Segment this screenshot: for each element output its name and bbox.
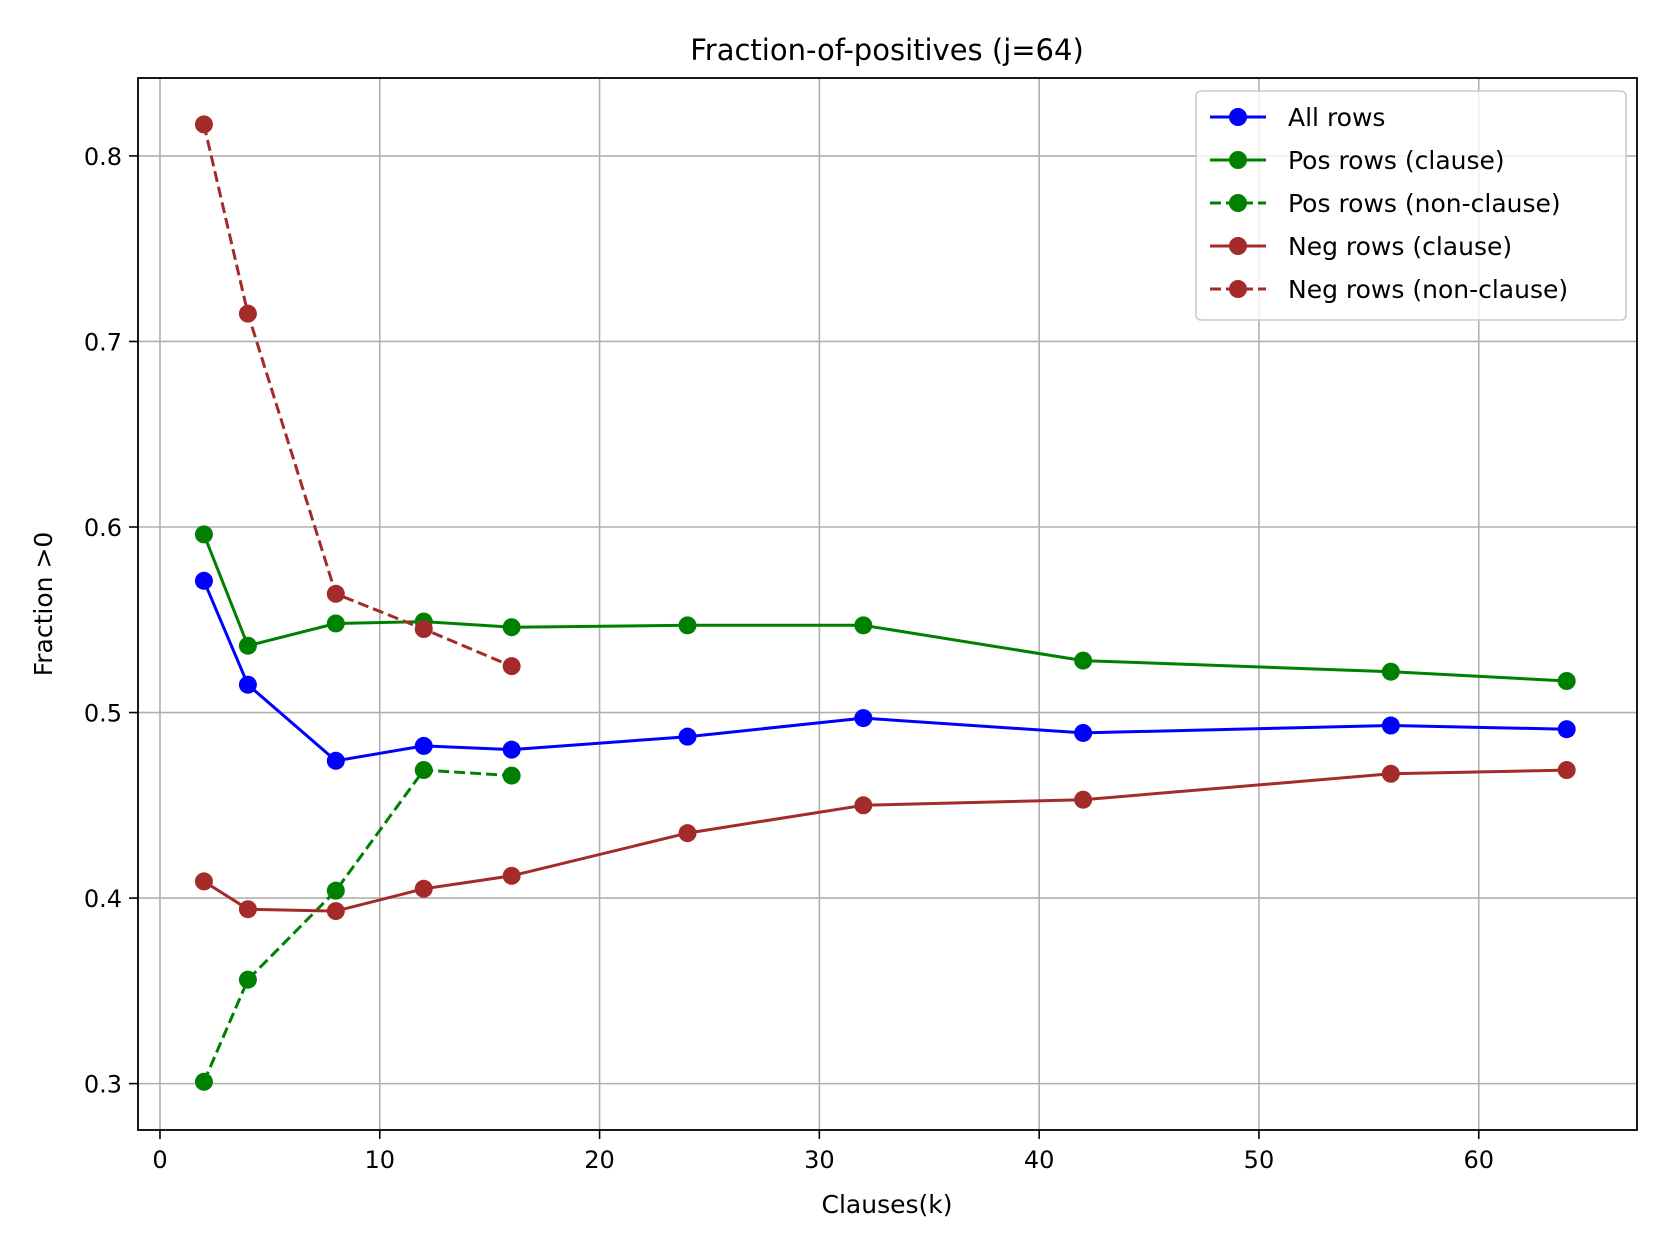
series-line xyxy=(202,580,1567,763)
data-point xyxy=(194,571,213,590)
data-point xyxy=(678,824,697,843)
data-point xyxy=(1557,761,1576,780)
legend-entry: Pos rows (clause) xyxy=(1210,146,1505,175)
y-tick-label: 0.4 xyxy=(84,885,122,913)
chart-title: Fraction-of-positives (j=64) xyxy=(690,33,1084,67)
y-axis-label: Fraction >0 xyxy=(29,532,58,677)
x-axis-label: Clauses(k) xyxy=(822,1190,953,1219)
plot-frame xyxy=(137,77,1638,1131)
data-point xyxy=(194,525,213,544)
data-point xyxy=(326,614,345,633)
data-point xyxy=(238,970,257,989)
data-point xyxy=(194,1072,213,1091)
series-line xyxy=(202,533,1567,683)
data-point xyxy=(194,872,213,891)
y-tick-label: 0.8 xyxy=(84,143,122,171)
data-point xyxy=(678,616,697,635)
data-point xyxy=(678,727,697,746)
axis-ticks: 0 10 20 30 40 50 60 0.3 0.4 0.5 0.6 0.7 0.8 xyxy=(84,143,1494,1174)
data-point xyxy=(194,115,213,134)
data-series xyxy=(194,115,1576,1091)
legend-entry: All rows xyxy=(1210,103,1385,132)
legend-label: Neg rows (non-clause) xyxy=(1288,275,1568,304)
legend-marker xyxy=(1229,194,1247,212)
data-point xyxy=(414,879,433,898)
series-line xyxy=(203,768,1567,913)
data-point xyxy=(326,881,345,900)
data-point xyxy=(502,740,521,759)
x-tick-label: 60 xyxy=(1463,1146,1494,1174)
x-tick-label: 30 xyxy=(804,1146,835,1174)
data-point xyxy=(238,636,257,655)
data-point xyxy=(1557,671,1576,690)
data-point xyxy=(502,866,521,885)
legend-entry: Neg rows (non-clause) xyxy=(1210,275,1568,304)
data-point xyxy=(238,304,257,323)
y-tick-label: 0.6 xyxy=(84,514,122,542)
data-point xyxy=(1074,723,1093,742)
data-point xyxy=(502,657,521,676)
x-tick-label: 0 xyxy=(152,1146,167,1174)
legend-box xyxy=(1195,90,1627,321)
data-point xyxy=(1381,764,1400,783)
legend-marker xyxy=(1229,280,1247,298)
data-point xyxy=(326,584,345,603)
y-tick-label: 0.7 xyxy=(84,328,122,356)
x-tick-label: 10 xyxy=(365,1146,396,1174)
series-4 xyxy=(194,761,1576,921)
series-5 xyxy=(194,115,521,676)
data-point xyxy=(1074,790,1093,809)
data-point xyxy=(414,736,433,755)
legend-marker xyxy=(1229,108,1247,126)
y-tick-label: 0.5 xyxy=(84,700,122,728)
legend-entry: Pos rows (non-clause) xyxy=(1210,189,1561,218)
legend-entry: Neg rows (clause) xyxy=(1210,232,1512,261)
series-line xyxy=(202,768,512,1083)
data-point xyxy=(1074,651,1093,670)
data-point xyxy=(854,616,873,635)
legend-label: All rows xyxy=(1288,103,1385,132)
data-point xyxy=(502,618,521,637)
x-tick-label: 50 xyxy=(1244,1146,1275,1174)
data-point xyxy=(1381,662,1400,681)
data-point xyxy=(1381,716,1400,735)
data-point xyxy=(326,902,345,921)
data-point xyxy=(502,766,521,785)
data-point xyxy=(1557,720,1576,739)
data-point xyxy=(238,900,257,919)
legend: All rows Pos rows (clause) Pos rows (non-c… xyxy=(1195,90,1627,321)
legend-label: Pos rows (non-clause) xyxy=(1288,189,1561,218)
x-tick-label: 20 xyxy=(584,1146,615,1174)
legend-label: Pos rows (clause) xyxy=(1288,146,1505,175)
data-point xyxy=(414,620,433,639)
data-point xyxy=(326,751,345,770)
series-3 xyxy=(194,761,521,1091)
data-point xyxy=(854,796,873,815)
series-1 xyxy=(194,571,1576,770)
data-point xyxy=(238,675,257,694)
legend-marker xyxy=(1229,237,1247,255)
data-point xyxy=(414,761,433,780)
x-tick-label: 40 xyxy=(1024,1146,1055,1174)
legend-marker xyxy=(1229,151,1247,169)
legend-label: Neg rows (clause) xyxy=(1288,232,1512,261)
data-point xyxy=(854,709,873,728)
y-tick-label: 0.3 xyxy=(84,1071,122,1099)
